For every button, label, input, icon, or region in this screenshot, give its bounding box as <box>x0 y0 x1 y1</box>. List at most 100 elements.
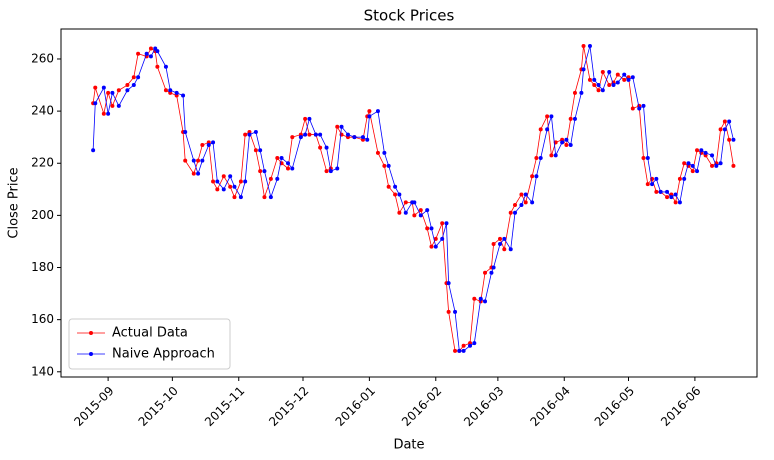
point <box>275 176 280 181</box>
point <box>491 242 496 247</box>
point <box>397 210 402 215</box>
point <box>587 43 592 48</box>
point <box>690 169 695 174</box>
point <box>328 169 333 174</box>
x-tick-label: 2016-03 <box>461 384 506 429</box>
point <box>654 176 659 181</box>
point <box>110 90 115 95</box>
x-tick-label: 2016-02 <box>399 384 444 429</box>
point <box>579 90 584 95</box>
point <box>483 299 488 304</box>
point <box>727 119 732 124</box>
point <box>564 137 569 142</box>
point <box>163 64 168 69</box>
point <box>262 195 267 200</box>
y-tick-label: 200 <box>31 208 54 222</box>
point <box>572 116 577 121</box>
point <box>440 236 445 241</box>
point <box>215 179 220 184</box>
point <box>690 163 695 168</box>
point <box>253 148 258 153</box>
point <box>596 88 601 93</box>
point <box>446 281 451 286</box>
point <box>258 169 263 174</box>
point <box>335 124 340 129</box>
point <box>324 145 329 150</box>
point <box>418 213 423 218</box>
y-tick-label: 240 <box>31 104 54 118</box>
point <box>307 132 312 137</box>
legend-box <box>68 318 231 370</box>
legend-marker <box>89 352 93 356</box>
point <box>303 132 308 137</box>
point <box>549 153 554 158</box>
point <box>731 163 736 168</box>
point <box>483 270 488 275</box>
point <box>258 148 263 153</box>
point <box>375 109 380 114</box>
point <box>211 179 216 184</box>
y-tick-label: 160 <box>31 312 54 326</box>
x-tick-label: 2015-09 <box>71 384 116 429</box>
point <box>403 200 408 205</box>
point <box>425 226 430 231</box>
point <box>658 189 663 194</box>
point <box>731 137 736 142</box>
point <box>221 174 226 179</box>
point <box>191 158 196 163</box>
point <box>600 88 605 93</box>
point <box>545 127 550 132</box>
point <box>360 135 365 140</box>
x-axis-label: Date <box>393 438 424 453</box>
point <box>513 210 518 215</box>
point <box>243 179 248 184</box>
point <box>695 169 700 174</box>
point <box>630 106 635 111</box>
point <box>125 83 130 88</box>
point <box>607 83 612 88</box>
point <box>453 309 458 314</box>
point <box>196 171 201 176</box>
point <box>615 72 620 77</box>
point <box>502 247 507 252</box>
point <box>727 137 732 142</box>
point <box>367 109 372 114</box>
point <box>93 101 98 106</box>
point <box>677 200 682 205</box>
point <box>324 169 329 174</box>
point <box>534 156 539 161</box>
point <box>136 51 141 56</box>
point <box>592 83 597 88</box>
point <box>508 210 513 215</box>
point <box>714 163 719 168</box>
y-tick-label: 140 <box>31 364 54 378</box>
point <box>403 210 408 215</box>
point <box>412 200 417 205</box>
point <box>290 135 295 140</box>
point <box>148 54 153 59</box>
point <box>429 226 434 231</box>
point <box>718 161 723 166</box>
point <box>279 156 284 161</box>
point <box>206 143 211 147</box>
x-tick-label: 2016-04 <box>528 384 573 429</box>
y-tick-label: 220 <box>31 156 54 170</box>
point <box>131 75 136 80</box>
point <box>641 156 646 161</box>
point <box>181 93 186 98</box>
point <box>572 90 577 95</box>
point <box>425 208 430 213</box>
point <box>163 88 168 93</box>
point <box>91 148 96 153</box>
point <box>695 148 700 153</box>
point <box>722 119 727 124</box>
point <box>429 244 434 249</box>
point <box>101 111 106 116</box>
point <box>367 114 372 119</box>
point <box>513 202 518 207</box>
point <box>545 114 550 119</box>
point <box>453 348 458 353</box>
point <box>560 140 565 145</box>
point <box>386 163 391 168</box>
